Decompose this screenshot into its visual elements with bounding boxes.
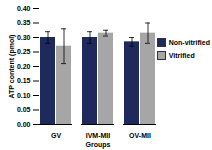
svg-text:0.35: 0.35 <box>17 19 31 26</box>
svg-text:0.30: 0.30 <box>17 34 31 41</box>
svg-text:0.25: 0.25 <box>17 48 31 55</box>
svg-text:0.10: 0.10 <box>17 92 31 99</box>
svg-text:Groups: Groups <box>86 141 111 149</box>
svg-text:0.20: 0.20 <box>17 63 31 70</box>
svg-text:ATP content (pmol): ATP content (pmol) <box>8 35 16 99</box>
svg-text:GV: GV <box>51 132 61 139</box>
svg-text:0.05: 0.05 <box>17 106 31 113</box>
html-text:Vitrified: Vitrified <box>168 52 195 59</box>
svg-text:0.15: 0.15 <box>17 77 31 84</box>
svg-text:OV-MII: OV-MII <box>129 132 151 139</box>
svg-text:0.00: 0.00 <box>17 121 31 128</box>
svg-text:IVM-MII: IVM-MII <box>86 132 111 139</box>
html-text:Non-vitrified: Non-vitrified <box>168 39 210 46</box>
svg-text:0.40: 0.40 <box>17 5 31 12</box>
